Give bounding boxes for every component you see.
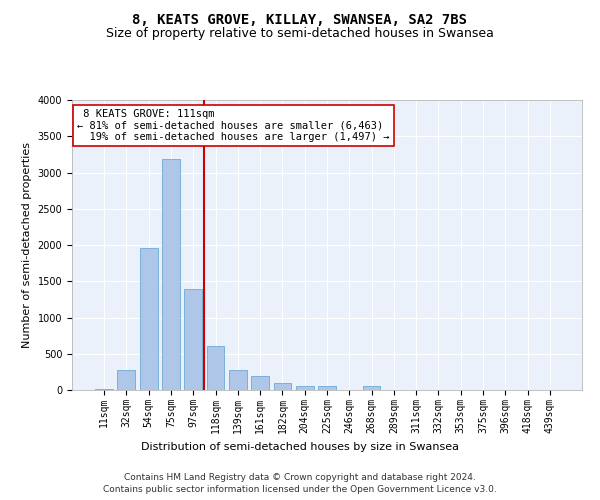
Bar <box>162 158 180 390</box>
Text: Contains HM Land Registry data © Crown copyright and database right 2024.: Contains HM Land Registry data © Crown c… <box>124 472 476 482</box>
Text: 8, KEATS GROVE, KILLAY, SWANSEA, SA2 7BS: 8, KEATS GROVE, KILLAY, SWANSEA, SA2 7BS <box>133 12 467 26</box>
Bar <box>206 346 224 390</box>
Bar <box>118 370 136 390</box>
Bar <box>251 376 269 390</box>
Text: Size of property relative to semi-detached houses in Swansea: Size of property relative to semi-detach… <box>106 28 494 40</box>
Bar <box>140 248 158 390</box>
Text: Contains public sector information licensed under the Open Government Licence v3: Contains public sector information licen… <box>103 485 497 494</box>
Bar <box>184 288 202 390</box>
Text: 8 KEATS GROVE: 111sqm
← 81% of semi-detached houses are smaller (6,463)
  19% of: 8 KEATS GROVE: 111sqm ← 81% of semi-deta… <box>77 108 389 142</box>
Bar <box>362 386 380 390</box>
Y-axis label: Number of semi-detached properties: Number of semi-detached properties <box>22 142 32 348</box>
Bar <box>229 370 247 390</box>
Text: Distribution of semi-detached houses by size in Swansea: Distribution of semi-detached houses by … <box>141 442 459 452</box>
Bar <box>318 386 336 390</box>
Bar <box>274 383 292 390</box>
Bar <box>296 386 314 390</box>
